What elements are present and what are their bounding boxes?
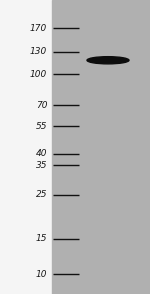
Text: 40: 40 (36, 149, 47, 158)
Text: 55: 55 (36, 122, 47, 131)
Text: 70: 70 (36, 101, 47, 110)
Text: 25: 25 (36, 190, 47, 199)
Text: 170: 170 (30, 24, 47, 33)
Text: 100: 100 (30, 70, 47, 79)
Text: 35: 35 (36, 161, 47, 170)
Text: 130: 130 (30, 47, 47, 56)
Text: 10: 10 (36, 270, 47, 278)
Bar (52, 0, 150, 294)
Text: 15: 15 (36, 234, 47, 243)
Ellipse shape (87, 57, 129, 64)
